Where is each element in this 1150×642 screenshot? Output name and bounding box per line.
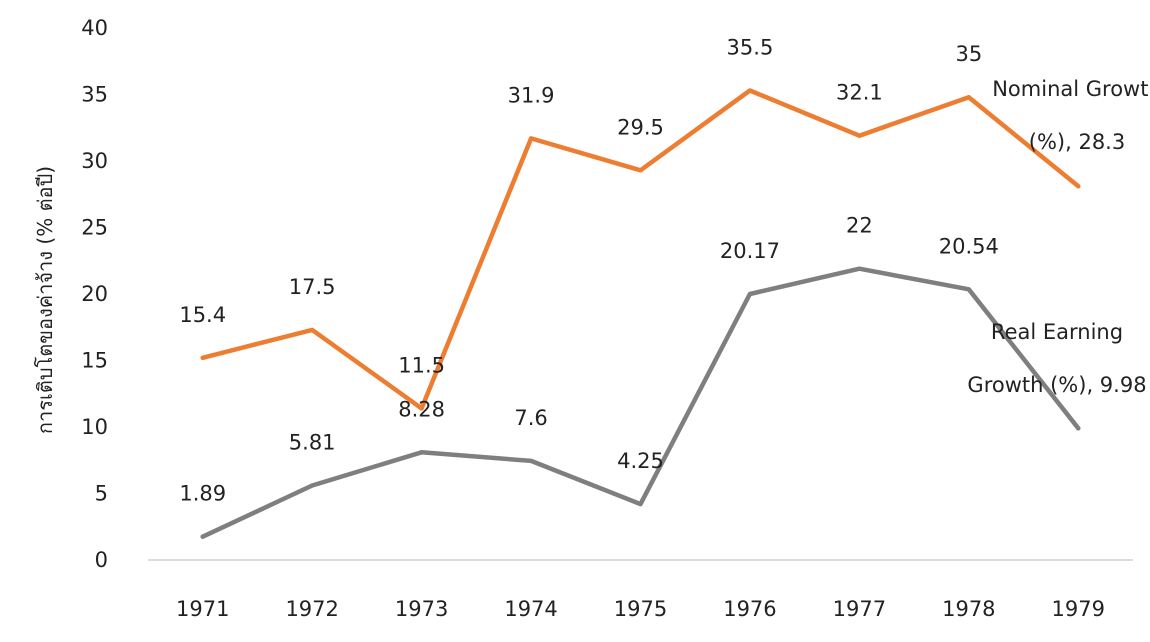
x-tick-label: 1972 [285,597,338,621]
y-tick-label: 20 [81,282,108,306]
y-tick-label: 35 [81,83,108,107]
x-tick-label: 1976 [723,597,776,621]
y-axis-ticks: 0 5 10 15 20 25 30 35 40 [81,16,108,572]
x-tick-label: 1973 [395,597,448,621]
data-label: 35 [955,42,982,66]
data-label: 32.1 [836,81,883,105]
x-tick-label: 1975 [614,597,667,621]
data-label: 4.25 [617,449,664,473]
y-tick-label: 5 [95,482,108,506]
y-tick-label: 15 [81,349,108,373]
series-label-real-earning-growth: Growth (%), 9.98 [967,373,1146,397]
data-label: 29.5 [617,115,664,139]
y-axis-title: การเติบโตของค่าจ้าง (% ต่อปี) [33,166,57,434]
x-tick-label: 1971 [176,597,229,621]
x-tick-label: 1978 [942,597,995,621]
x-tick-label: 1974 [504,597,557,621]
x-axis-ticks: 1971 1972 1973 1974 1975 1976 1977 1978 1979 [176,597,1105,621]
y-tick-label: 10 [81,415,108,439]
data-label: 22 [846,214,873,238]
data-label: 8.28 [398,397,445,421]
series-label-nominal-growth: (%), 28.3 [1029,130,1125,154]
x-tick-label: 1979 [1052,597,1105,621]
data-label: 1.89 [179,482,226,506]
data-label: 35.5 [727,36,774,60]
data-label: 20.54 [939,234,999,258]
series-line-nominal-growth [200,88,1081,411]
data-label: 7.6 [514,406,547,430]
data-label: 31.9 [508,83,555,107]
data-label: 11.5 [398,353,445,377]
series-line-real-earning-growth [200,266,1081,539]
y-tick-label: 25 [81,216,108,240]
data-label: 5.81 [289,431,336,455]
series-layer [200,88,1081,539]
y-tick-label: 0 [95,548,108,572]
y-tick-label: 30 [81,149,108,173]
series-label-real-earning-growth: Real Earning [991,320,1123,344]
data-label: 15.4 [179,303,226,327]
data-label-layer: 15.4 17.5 11.5 31.9 29.5 35.5 32.1 35 1.89 5.81 8.… [179,36,1150,506]
x-tick-label: 1977 [833,597,886,621]
data-label: 20.17 [720,239,780,263]
y-tick-label: 40 [81,16,108,40]
series-label-nominal-growth: Nominal Growth [992,77,1150,101]
data-label: 17.5 [289,275,336,299]
